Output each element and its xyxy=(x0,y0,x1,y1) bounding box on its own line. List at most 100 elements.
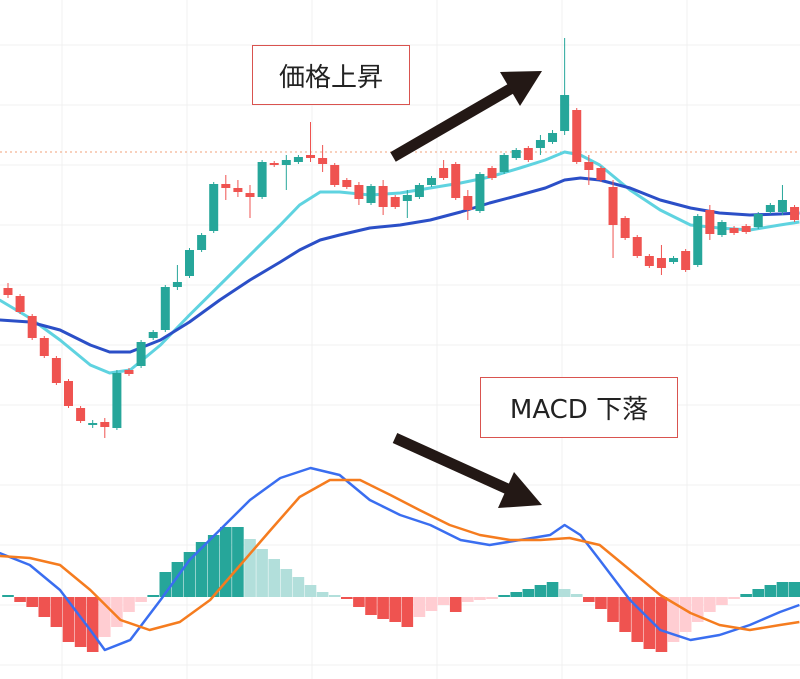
histogram-bar xyxy=(655,597,668,652)
candle-body xyxy=(499,155,509,172)
histogram-bar xyxy=(570,594,583,597)
histogram-bar xyxy=(341,597,353,599)
candle-body xyxy=(632,237,642,256)
candle-body xyxy=(753,214,763,227)
histogram-bar xyxy=(764,585,777,597)
candle-body xyxy=(475,174,485,211)
candle-body xyxy=(463,196,473,210)
indicator-line xyxy=(0,478,800,632)
histogram-bar xyxy=(111,597,123,627)
histogram-bar xyxy=(256,549,268,597)
candle-body xyxy=(160,287,170,330)
candle-body xyxy=(427,178,437,185)
candle-body xyxy=(63,381,73,406)
candle-body xyxy=(342,180,352,187)
candle-body xyxy=(644,256,654,266)
candle-body xyxy=(790,207,800,220)
candle-body xyxy=(39,338,49,356)
indicator-line xyxy=(0,150,800,375)
histogram-bar xyxy=(304,585,317,597)
histogram-bar xyxy=(595,597,607,609)
candle-body xyxy=(269,163,279,165)
histogram-bar xyxy=(62,597,75,642)
candle-body xyxy=(535,140,545,148)
candle-body xyxy=(185,250,195,276)
candle-body xyxy=(414,185,424,197)
candle-body xyxy=(76,408,86,421)
candle-body xyxy=(281,160,291,165)
histogram-bar xyxy=(437,597,450,605)
histogram-bar xyxy=(244,539,256,597)
histogram-bar xyxy=(98,597,111,637)
histogram-bar xyxy=(316,592,329,597)
histogram-bar xyxy=(462,597,474,602)
histogram-bar xyxy=(14,597,26,602)
candle-body xyxy=(233,188,243,192)
arrow-up xyxy=(390,71,542,162)
histogram-bar xyxy=(728,597,740,599)
histogram-bar xyxy=(50,597,63,627)
candle-body xyxy=(705,210,715,234)
histogram-bar xyxy=(74,597,87,647)
histogram-bar xyxy=(498,595,510,597)
candle-body xyxy=(100,422,110,427)
histogram-bar xyxy=(643,597,656,649)
candle-body xyxy=(620,218,630,238)
candle-body xyxy=(451,164,461,198)
histogram-bar xyxy=(449,597,462,612)
candle-body xyxy=(124,370,134,374)
annotation: 価格上昇 xyxy=(252,45,410,105)
candle-body xyxy=(693,216,703,265)
histogram-bar xyxy=(474,597,486,600)
candle-body xyxy=(487,168,497,178)
histogram-bar xyxy=(667,597,680,642)
candle-body xyxy=(596,168,606,180)
candle-body xyxy=(523,148,533,160)
histogram-bar xyxy=(123,597,135,612)
histogram-bar xyxy=(353,597,365,607)
candle-body xyxy=(172,282,182,287)
histogram-bar xyxy=(280,569,293,597)
histogram-bar xyxy=(776,582,789,597)
candle-body xyxy=(729,228,739,233)
candle-body xyxy=(293,157,303,162)
histogram-bar xyxy=(207,535,220,597)
candle-body xyxy=(608,187,618,225)
candle-body xyxy=(27,316,37,338)
histogram-bar xyxy=(740,594,752,597)
histogram-bar xyxy=(183,552,196,597)
candle-body xyxy=(669,258,679,262)
candle-body xyxy=(257,162,267,197)
histogram-bar xyxy=(631,597,644,642)
histogram-bar xyxy=(583,597,595,602)
candle-body xyxy=(245,193,255,197)
candle-body xyxy=(15,296,25,312)
candle-body xyxy=(221,184,231,188)
candle-body xyxy=(572,110,582,162)
candle-body xyxy=(777,200,787,212)
candle-body xyxy=(741,226,751,232)
candle-body xyxy=(51,358,61,383)
histogram-bar xyxy=(220,527,232,597)
candle-body xyxy=(656,258,666,268)
histogram-bar xyxy=(607,597,619,622)
candle-body xyxy=(318,158,328,164)
histogram-bar xyxy=(425,597,438,611)
histogram-bar xyxy=(159,572,172,597)
candle-body xyxy=(3,288,13,295)
candle-body xyxy=(88,423,98,425)
histogram-bar xyxy=(86,597,99,652)
histogram-bar xyxy=(486,597,498,599)
candle-body xyxy=(560,95,570,131)
histogram-bar xyxy=(691,597,704,622)
candle-body xyxy=(717,222,727,235)
candle-body xyxy=(511,150,521,158)
candle-body xyxy=(402,195,412,201)
histogram-bar xyxy=(619,597,631,632)
histogram-bar xyxy=(534,585,547,597)
candle-body xyxy=(306,155,316,158)
histogram-bar xyxy=(195,542,208,597)
histogram-bar xyxy=(377,597,389,619)
